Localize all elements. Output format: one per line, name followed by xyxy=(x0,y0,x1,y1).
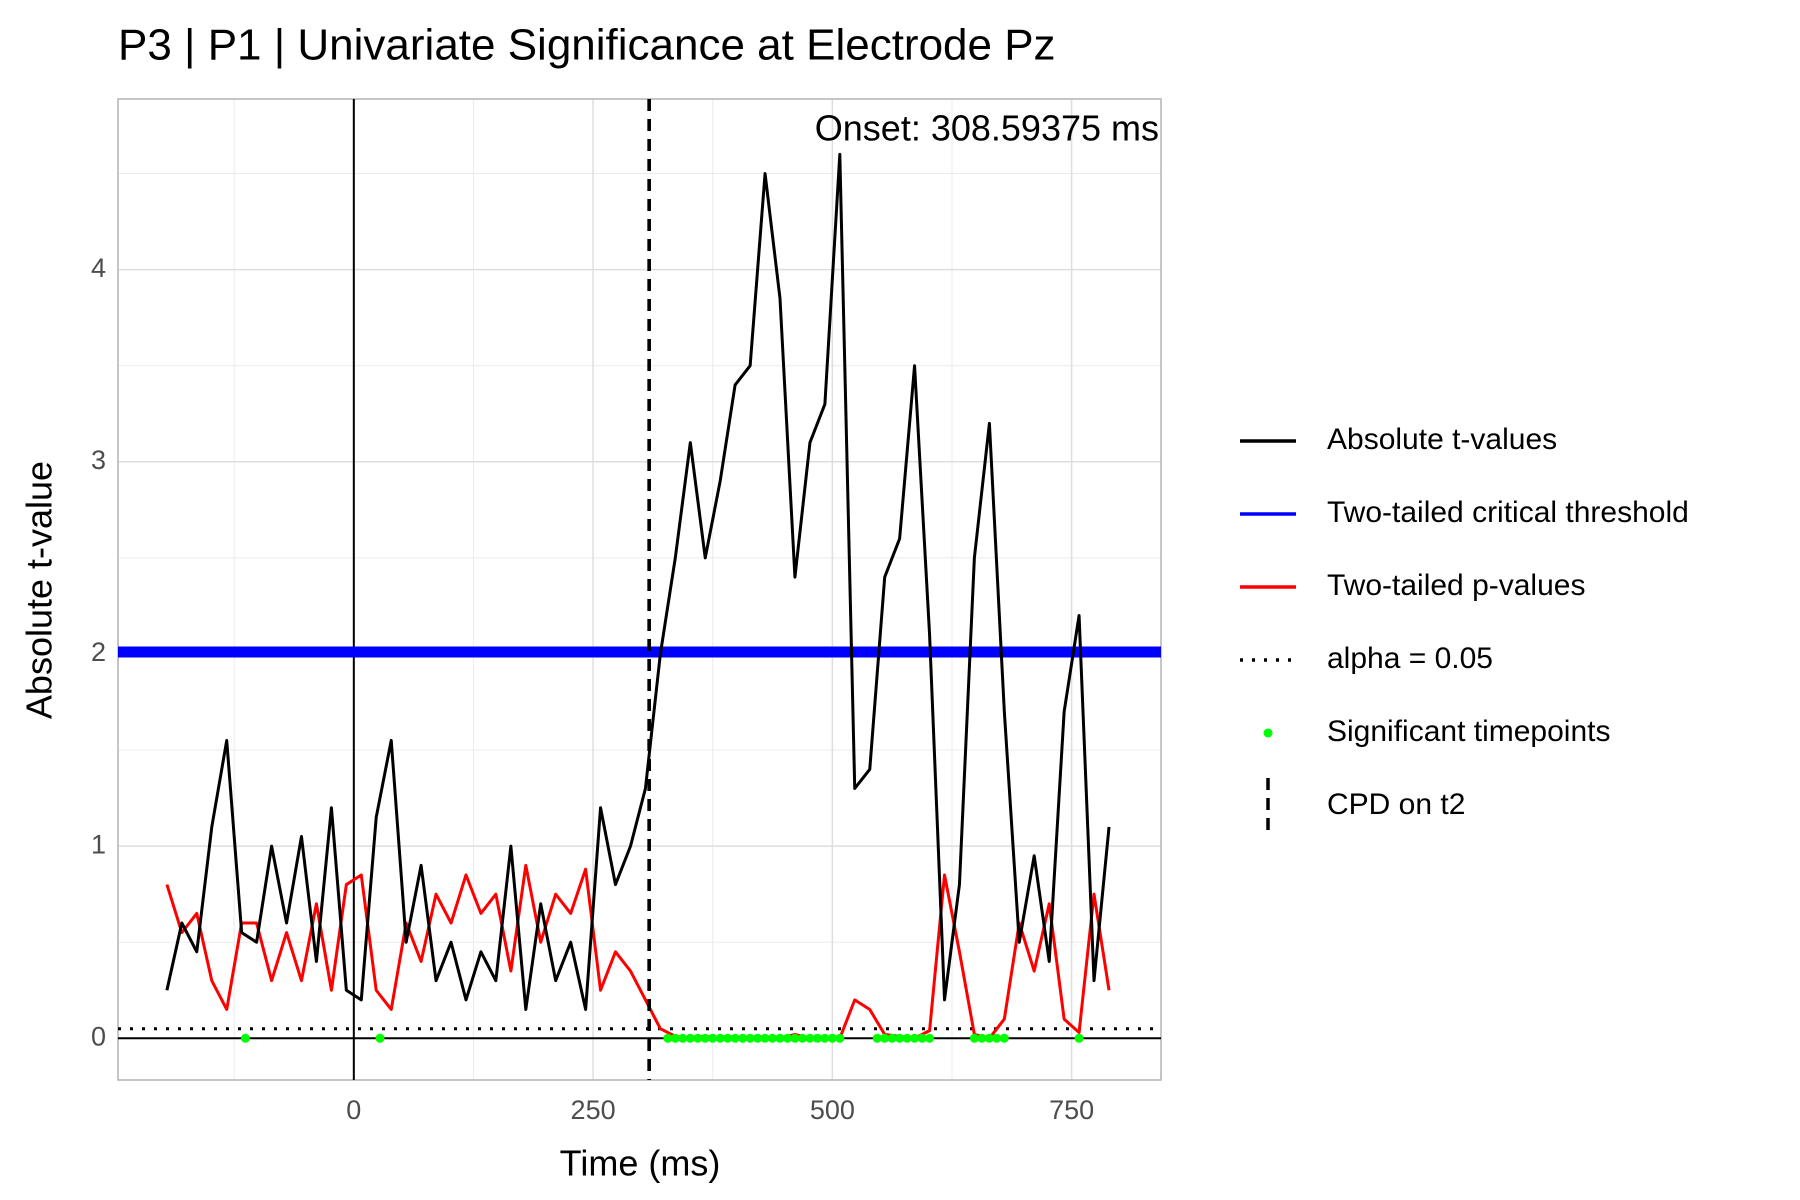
legend-label: Two-tailed critical threshold xyxy=(1327,496,1689,529)
significant-point xyxy=(708,1033,718,1043)
significant-point xyxy=(745,1033,755,1043)
x-axis-label: Time (ms) xyxy=(560,1143,721,1184)
significant-point xyxy=(835,1033,845,1043)
legend-label: Significant timepoints xyxy=(1327,715,1610,748)
chart-title: P3 | P1 | Univariate Significance at Ele… xyxy=(118,21,1056,70)
legend-key xyxy=(1263,728,1273,738)
significant-point xyxy=(240,1033,250,1043)
significant-point xyxy=(790,1033,800,1043)
y-tick-label: 1 xyxy=(91,829,106,859)
significant-point xyxy=(738,1033,748,1043)
legend-label: Absolute t-values xyxy=(1327,423,1557,456)
x-tick-label: 500 xyxy=(810,1095,855,1125)
significant-point xyxy=(768,1033,778,1043)
significant-point xyxy=(992,1033,1002,1043)
y-tick-label: 4 xyxy=(91,253,106,283)
significant-point xyxy=(999,1033,1009,1043)
significant-point xyxy=(910,1033,920,1043)
significant-point xyxy=(693,1033,703,1043)
significant-point xyxy=(760,1033,770,1043)
significant-point xyxy=(700,1033,710,1043)
data-line xyxy=(165,152,1111,1011)
y-tick-label: 3 xyxy=(91,445,106,475)
y-tick-label: 2 xyxy=(91,637,106,667)
significant-point xyxy=(723,1033,733,1043)
significant-point xyxy=(969,1033,979,1043)
significant-point xyxy=(715,1033,725,1043)
significant-point xyxy=(797,1033,807,1043)
significant-point xyxy=(984,1033,994,1043)
significant-point xyxy=(782,1033,792,1043)
significant-point xyxy=(827,1033,837,1043)
significant-point xyxy=(887,1033,897,1043)
significant-point xyxy=(812,1033,822,1043)
significant-point xyxy=(663,1033,673,1043)
significant-point xyxy=(375,1033,385,1043)
plot-border xyxy=(117,98,1162,1081)
data-line xyxy=(165,863,1111,1040)
significant-point xyxy=(820,1033,830,1043)
significant-point xyxy=(685,1033,695,1043)
legend-label: Two-tailed p-values xyxy=(1327,569,1585,602)
significant-point xyxy=(753,1033,763,1043)
significant-point xyxy=(805,1033,815,1043)
x-tick-label: 0 xyxy=(346,1095,361,1125)
significant-point xyxy=(925,1033,935,1043)
y-tick-label: 0 xyxy=(91,1021,106,1051)
significant-point xyxy=(977,1033,987,1043)
legend-label: CPD on t2 xyxy=(1327,788,1465,821)
x-tick-label: 750 xyxy=(1049,1095,1094,1125)
significant-point xyxy=(902,1033,912,1043)
significant-point xyxy=(895,1033,905,1043)
significant-point xyxy=(917,1033,927,1043)
significant-point xyxy=(872,1033,882,1043)
significant-point xyxy=(1074,1033,1084,1043)
significant-point xyxy=(670,1033,680,1043)
legend-label: alpha = 0.05 xyxy=(1327,642,1493,675)
annotation: Onset: 308.59375 ms xyxy=(815,108,1159,149)
significant-point xyxy=(678,1033,688,1043)
y-axis-label: Absolute t-value xyxy=(19,461,60,719)
significant-point xyxy=(880,1033,890,1043)
significant-point xyxy=(775,1033,785,1043)
significant-point xyxy=(730,1033,740,1043)
x-tick-label: 250 xyxy=(571,1095,616,1125)
